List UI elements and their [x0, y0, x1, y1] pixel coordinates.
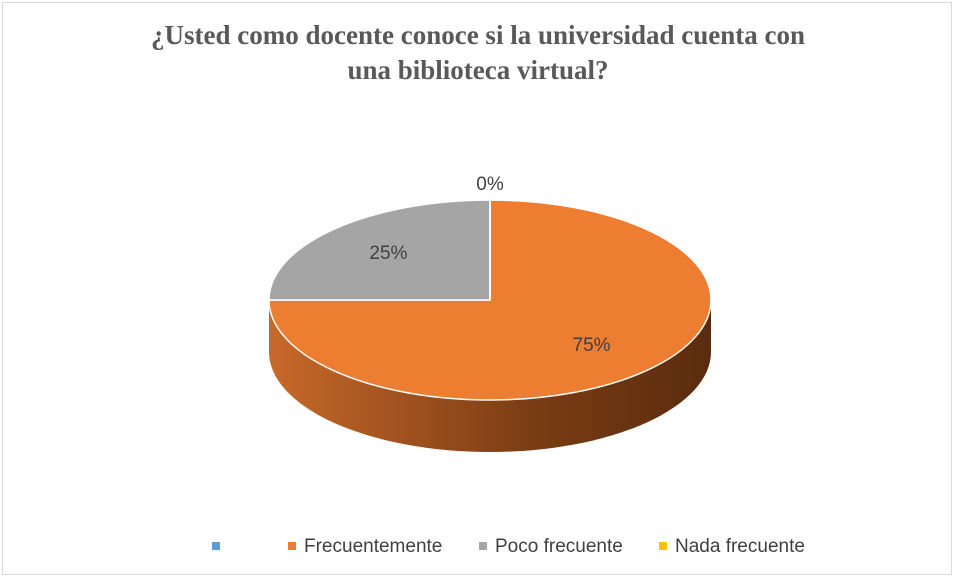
- data-label: 25%: [369, 243, 407, 264]
- data-label: 75%: [573, 335, 611, 356]
- legend-label: Nada frecuente: [675, 536, 805, 557]
- legend-swatch: [212, 542, 220, 550]
- chart-title: ¿Usted como docente conoce si la univers…: [151, 20, 805, 85]
- legend-swatch: [659, 542, 667, 550]
- legend-swatch: [479, 542, 487, 550]
- legend-swatch: [288, 542, 296, 550]
- slice: [268, 199, 712, 401]
- slice-side: [269, 300, 711, 452]
- slice: [268, 199, 491, 301]
- legend-label: Frecuentemente: [304, 536, 442, 557]
- legend-label: Poco frecuente: [495, 536, 623, 557]
- data-label: 0%: [476, 174, 504, 195]
